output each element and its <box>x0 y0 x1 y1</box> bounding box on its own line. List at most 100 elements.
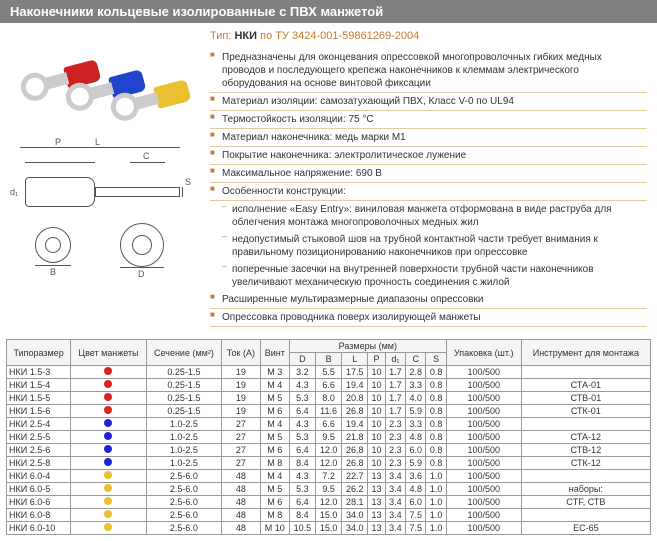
th-tool: Инструмент для монтажа <box>521 340 650 366</box>
table-cell: 0.8 <box>426 392 446 405</box>
table-cell: 100/500 <box>446 379 521 392</box>
table-cell: НКИ 2.5-5 <box>7 431 71 444</box>
table-cell: М 6 <box>260 405 289 418</box>
table-cell: 6.0 <box>406 444 426 457</box>
table-cell: 26.8 <box>342 405 368 418</box>
table-cell <box>521 509 650 522</box>
table-cell: 100/500 <box>446 366 521 379</box>
th-typesize: Типоразмер <box>7 340 71 366</box>
table-cell: 6.4 <box>289 496 315 509</box>
table-cell: наборы: <box>521 483 650 496</box>
table-cell: 0.8 <box>426 366 446 379</box>
table-cell: 2.3 <box>385 444 405 457</box>
table-cell: 10 <box>368 457 385 470</box>
table-cell: СТА-01 <box>521 379 650 392</box>
spec-subitem: поперечные засечки на внутренней поверхн… <box>210 261 647 291</box>
table-cell: М 3 <box>260 366 289 379</box>
table-cell: НКИ 6.0-10 <box>7 522 71 535</box>
data-table: Типоразмер Цвет манжеты Сечение (мм²) То… <box>6 339 651 535</box>
table-cell: 27 <box>222 431 261 444</box>
table-cell: 10 <box>368 444 385 457</box>
table-cell: 12.0 <box>316 496 342 509</box>
table-cell: 7.2 <box>316 470 342 483</box>
table-cell: CTF, СТВ <box>521 496 650 509</box>
th-d1: d₁ <box>385 353 405 366</box>
table-cell: 10 <box>368 418 385 431</box>
image-column: L P C d₁ S B D <box>10 29 210 327</box>
table-cell: 1.0 <box>426 470 446 483</box>
table-cell <box>521 366 650 379</box>
table-row: НКИ 6.0-102.5-6.048М 1010.515.034.0133.4… <box>7 522 651 535</box>
table-cell: 19 <box>222 366 261 379</box>
product-illustration <box>10 29 200 129</box>
table-cell <box>71 405 147 418</box>
table-cell: 0.25-1.5 <box>146 405 221 418</box>
table-cell: 100/500 <box>446 418 521 431</box>
table-row: НКИ 1.5-60.25-1.519М 66.411.626.8101.75.… <box>7 405 651 418</box>
color-dot <box>104 432 112 440</box>
table-cell: 5.5 <box>316 366 342 379</box>
table-cell: 1.7 <box>385 379 405 392</box>
table-cell: 6.0 <box>406 496 426 509</box>
table-cell: 21.8 <box>342 431 368 444</box>
table-cell: 6.6 <box>316 418 342 431</box>
th-C: C <box>406 353 426 366</box>
table-cell: 12.0 <box>316 444 342 457</box>
table-cell: 4.8 <box>406 483 426 496</box>
table-row: НКИ 2.5-51.0-2.527М 55.39.521.8102.34.80… <box>7 431 651 444</box>
table-cell: НКИ 2.5-6 <box>7 444 71 457</box>
spec-subitem: недопустимый стыковой шов на трубной кон… <box>210 231 647 261</box>
table-cell: 10 <box>368 405 385 418</box>
table-cell: 0.25-1.5 <box>146 392 221 405</box>
table-cell <box>71 431 147 444</box>
color-dot <box>104 445 112 453</box>
table-cell: НКИ 2.5-8 <box>7 457 71 470</box>
table-cell: 0.8 <box>426 405 446 418</box>
table-cell: 34.0 <box>342 522 368 535</box>
table-cell: СТВ-01 <box>521 392 650 405</box>
table-cell: НКИ 6.0-6 <box>7 496 71 509</box>
table-cell: 5.9 <box>406 457 426 470</box>
table-cell: НКИ 1.5-5 <box>7 392 71 405</box>
spec-item: Особенности конструкции: <box>210 183 647 201</box>
table-cell: М 5 <box>260 431 289 444</box>
table-cell: 1.0 <box>426 509 446 522</box>
table-cell: 26.2 <box>342 483 368 496</box>
table-cell: 1.0-2.5 <box>146 444 221 457</box>
table-cell <box>71 496 147 509</box>
table-cell: 5.9 <box>406 405 426 418</box>
table-cell: 3.2 <box>289 366 315 379</box>
table-cell: ЕС-65 <box>521 522 650 535</box>
table-cell: НКИ 6.0-8 <box>7 509 71 522</box>
color-dot <box>104 523 112 531</box>
table-cell: НКИ 1.5-6 <box>7 405 71 418</box>
table-cell: 1.0-2.5 <box>146 418 221 431</box>
color-dot <box>104 406 112 414</box>
table-cell: 7.5 <box>406 522 426 535</box>
table-cell: 0.8 <box>426 457 446 470</box>
type-line: Тип: НКИ по ТУ 3424-001-59861269-2004 <box>210 29 647 43</box>
table-cell: 3.3 <box>406 418 426 431</box>
table-cell: М 4 <box>260 470 289 483</box>
table-cell: 100/500 <box>446 470 521 483</box>
color-dot <box>104 393 112 401</box>
table-cell: СТК-01 <box>521 405 650 418</box>
table-cell: 5.3 <box>289 392 315 405</box>
table-cell <box>71 522 147 535</box>
table-row: НКИ 1.5-40.25-1.519М 44.36.619.4101.73.3… <box>7 379 651 392</box>
th-L: L <box>342 353 368 366</box>
table-row: НКИ 1.5-50.25-1.519М 55.38.020.8101.74.0… <box>7 392 651 405</box>
table-cell: 3.3 <box>406 379 426 392</box>
table-cell: НКИ 6.0-5 <box>7 483 71 496</box>
dimensions-diagram: L P C d₁ S B D <box>10 137 200 287</box>
spec-item: Термостойкость изоляции: 75 °C <box>210 111 647 129</box>
table-cell: 2.5-6.0 <box>146 496 221 509</box>
table-cell: 6.4 <box>289 444 315 457</box>
table-cell <box>71 470 147 483</box>
table-cell <box>71 483 147 496</box>
table-cell: 0.8 <box>426 444 446 457</box>
table-cell: М 8 <box>260 509 289 522</box>
th-B: B <box>316 353 342 366</box>
table-cell: 100/500 <box>446 392 521 405</box>
table-cell: 100/500 <box>446 483 521 496</box>
